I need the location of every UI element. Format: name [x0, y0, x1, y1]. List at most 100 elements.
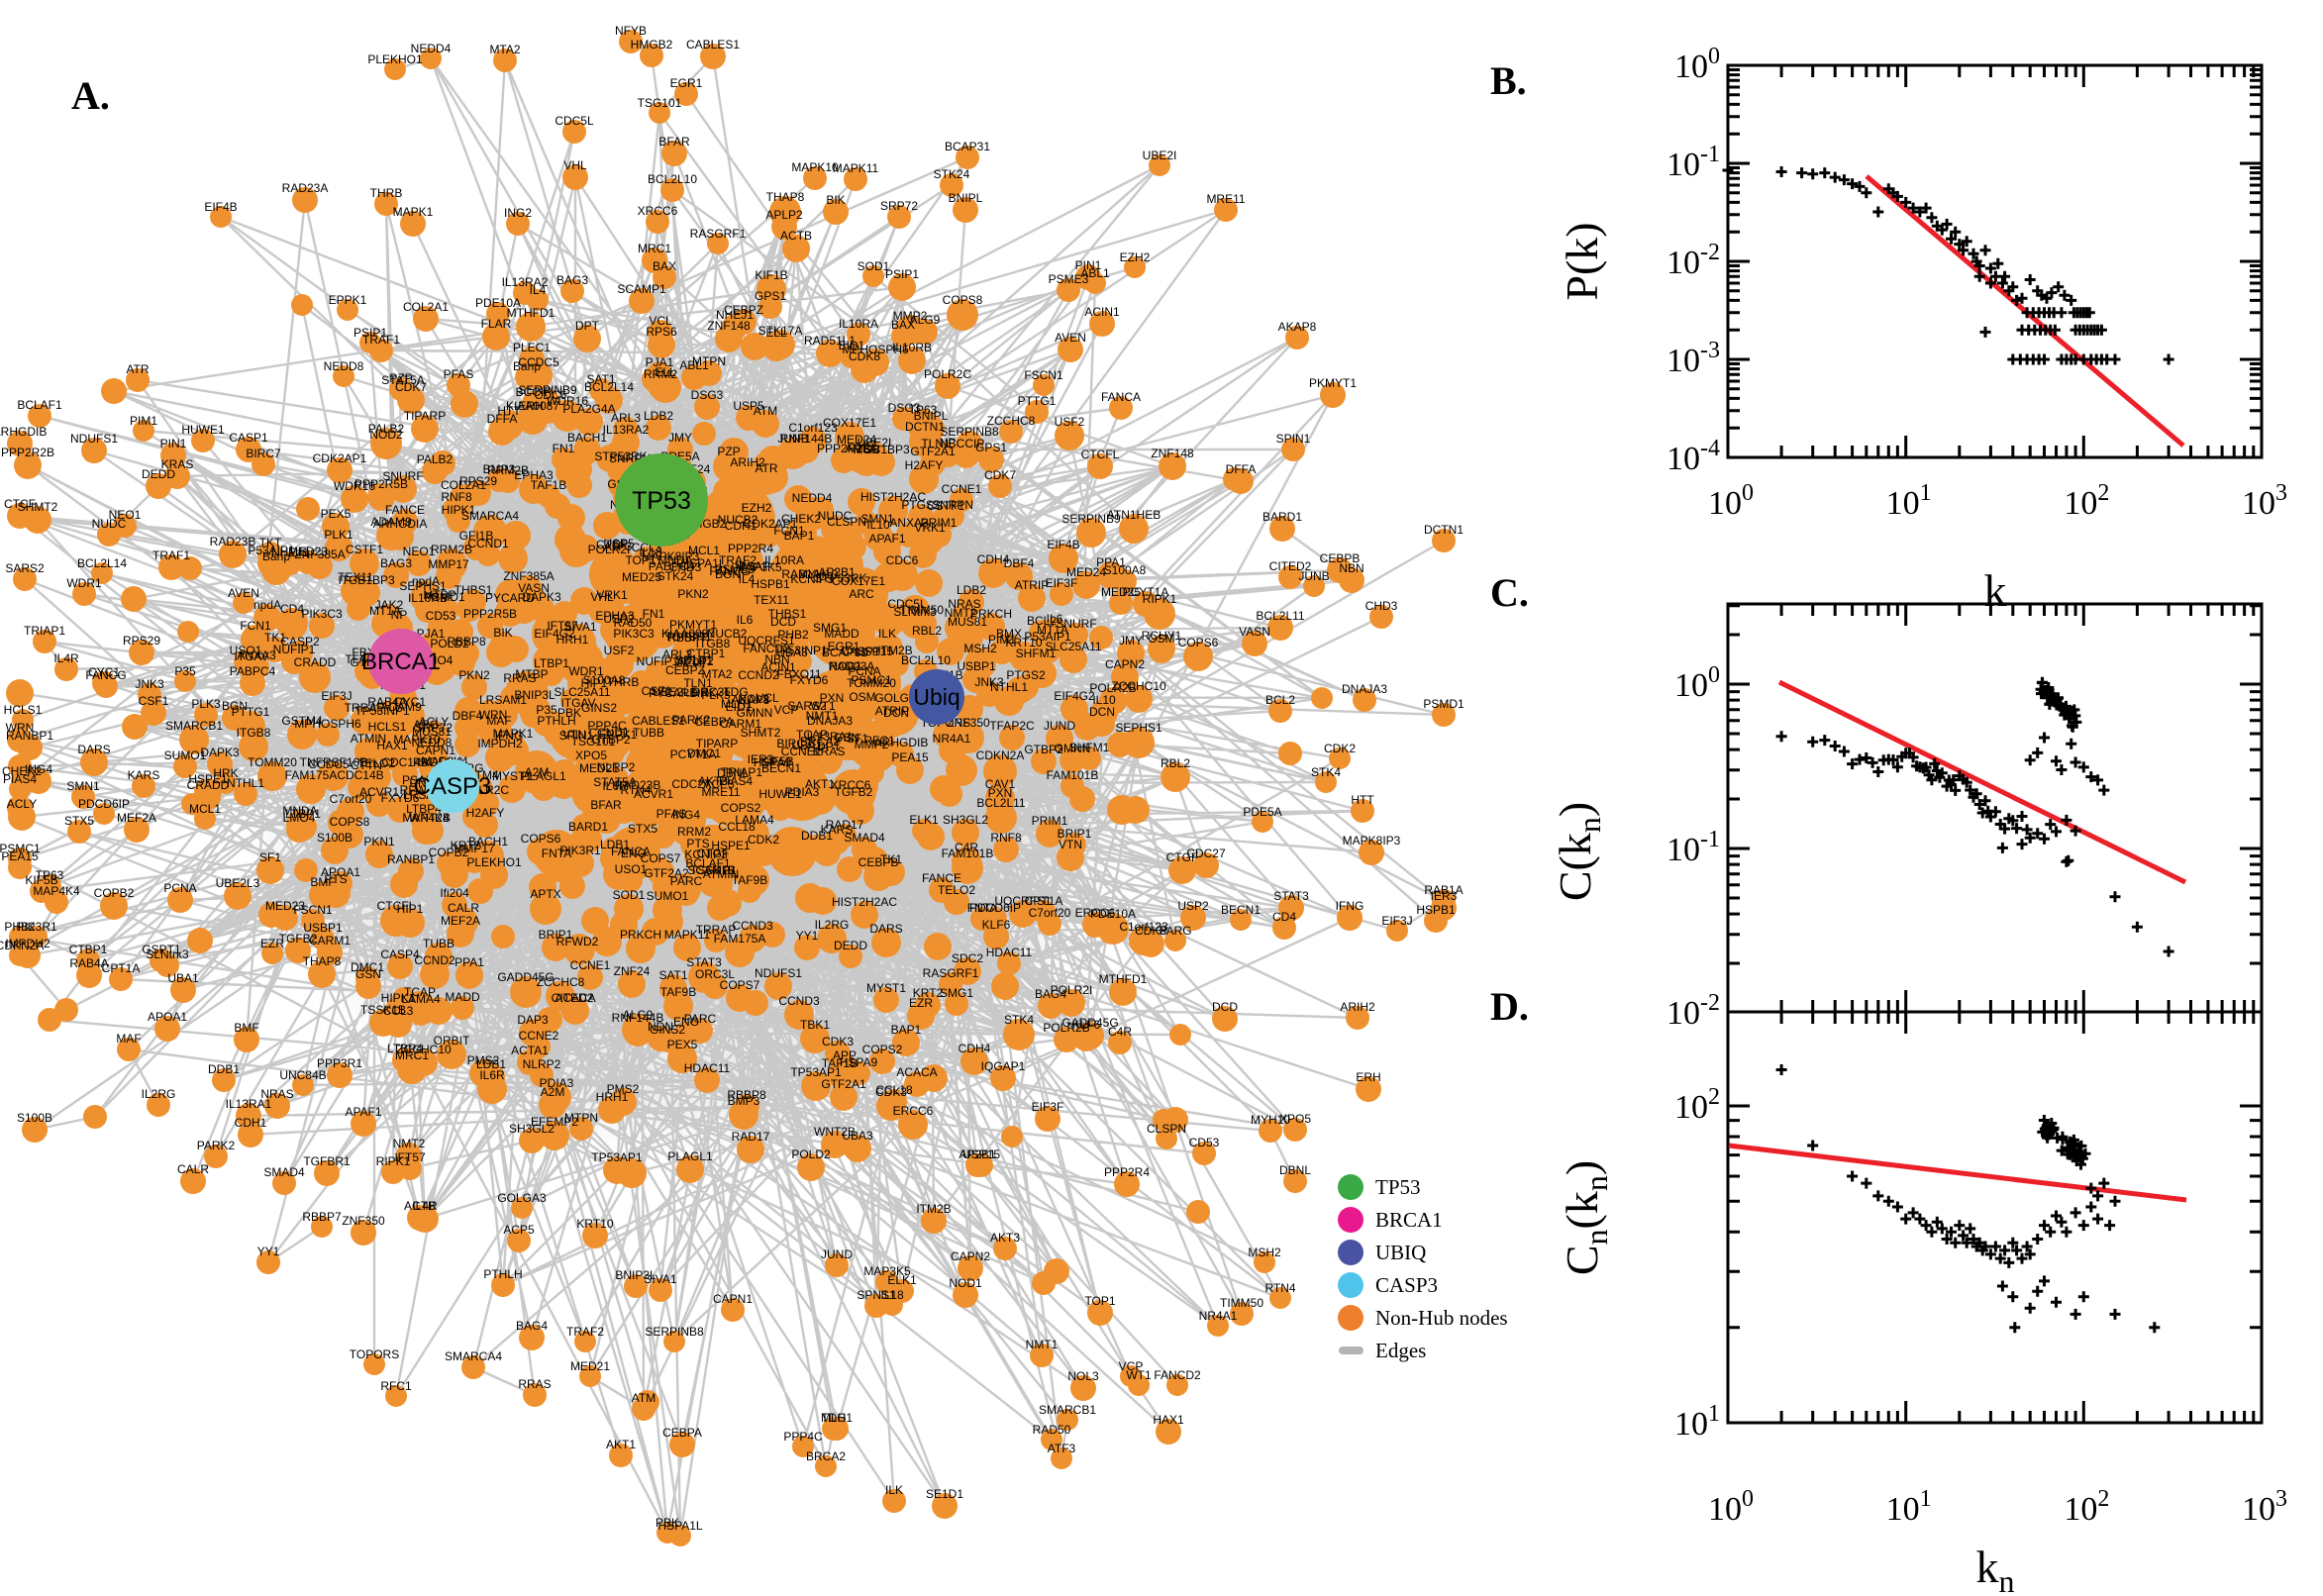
svg-text:EPHA3: EPHA3 [595, 609, 635, 623]
svg-text:DAPK3: DAPK3 [200, 746, 240, 759]
svg-text:RRM2B: RRM2B [487, 463, 529, 477]
svg-text:PPA1: PPA1 [1096, 555, 1126, 569]
svg-text:COPS6: COPS6 [1178, 636, 1219, 649]
svg-text:CDH4: CDH4 [977, 552, 1010, 566]
svg-text:MAPK8IP3: MAPK8IP3 [642, 549, 700, 563]
svg-text:CDKN2A: CDKN2A [976, 748, 1025, 762]
svg-text:EIF4B: EIF4B [204, 200, 237, 214]
svg-text:PIAS4: PIAS4 [3, 772, 37, 786]
svg-text:NLRP2: NLRP2 [597, 760, 636, 774]
svg-text:UBA3: UBA3 [776, 646, 808, 659]
svg-text:ERH: ERH [1356, 1070, 1380, 1084]
svg-text:APLP2: APLP2 [676, 654, 714, 668]
svg-text:UQCRFS1: UQCRFS1 [738, 634, 795, 648]
svg-text:MED25: MED25 [1101, 585, 1141, 599]
svg-text:CTBP1: CTBP1 [69, 943, 108, 956]
svg-text:IL10RB: IL10RB [892, 341, 932, 354]
svg-text:GPS1: GPS1 [755, 289, 786, 303]
svg-text:NUCB2: NUCB2 [718, 513, 758, 527]
svg-text:GSN: GSN [355, 967, 381, 981]
svg-text:BNIP3L: BNIP3L [514, 688, 556, 702]
svg-text:BFAR: BFAR [590, 798, 622, 812]
svg-text:USP15: USP15 [856, 645, 893, 658]
svg-text:COX17E1: COX17E1 [823, 416, 876, 430]
svg-text:ITGAV: ITGAV [560, 696, 595, 710]
svg-text:RAD23A: RAD23A [282, 181, 329, 195]
svg-text:FAM101B: FAM101B [942, 847, 994, 860]
svg-text:HIP1: HIP1 [581, 676, 608, 690]
svg-text:EFEMP2: EFEMP2 [531, 1115, 578, 1129]
svg-text:RAD23A: RAD23A [829, 659, 875, 673]
svg-text:POLR2B: POLR2B [1043, 1021, 1089, 1035]
svg-text:TRAF2: TRAF2 [566, 1325, 604, 1339]
svg-text:MAF: MAF [486, 714, 511, 728]
svg-text:CDK2: CDK2 [1324, 742, 1356, 755]
svg-text:LDB1: LDB1 [600, 838, 630, 851]
svg-text:NP: NP [391, 608, 408, 622]
svg-text:CDK3: CDK3 [822, 1035, 854, 1048]
svg-text:FN1: FN1 [643, 607, 665, 621]
svg-text:TRRAP: TRRAP [345, 701, 385, 715]
svg-text:MAP4K4: MAP4K4 [402, 811, 450, 825]
svg-text:BMP3: BMP3 [483, 462, 516, 476]
svg-text:TUBB: TUBB [633, 726, 664, 740]
svg-text:IL10: IL10 [1092, 693, 1116, 707]
svg-text:BCL2L10: BCL2L10 [648, 172, 697, 186]
svg-text:APLP2: APLP2 [765, 208, 803, 222]
svg-text:TAF9B: TAF9B [732, 873, 767, 887]
svg-text:SH3GL2: SH3GL2 [509, 1122, 555, 1136]
svg-text:PPP2R4: PPP2R4 [1104, 1165, 1150, 1179]
svg-text:CEBPB: CEBPB [858, 855, 899, 869]
svg-text:RANBP1: RANBP1 [6, 729, 53, 743]
svg-text:SHMT2: SHMT2 [741, 726, 781, 740]
svg-text:CDK8: CDK8 [849, 349, 880, 363]
svg-text:GADD45G: GADD45G [1061, 1016, 1118, 1030]
svg-text:C1orf123: C1orf123 [788, 421, 838, 435]
svg-text:TCAP: TCAP [404, 985, 436, 999]
svg-text:CCNE2: CCNE2 [519, 1029, 559, 1043]
svg-text:P53AIP1: P53AIP1 [1024, 630, 1071, 644]
svg-text:IL6R: IL6R [602, 779, 628, 793]
svg-text:FANCE: FANCE [385, 503, 425, 517]
svg-text:UBE2I: UBE2I [1143, 149, 1177, 162]
svg-text:HSPA9: HSPA9 [754, 755, 792, 769]
svg-text:PDE10A: PDE10A [1090, 907, 1136, 921]
svg-text:VASN: VASN [518, 581, 550, 595]
svg-text:A2M: A2M [525, 765, 550, 779]
svg-text:ILK: ILK [878, 627, 896, 641]
svg-text:FXYD6: FXYD6 [790, 673, 829, 687]
svg-text:USP2: USP2 [603, 612, 635, 626]
svg-text:EIF4G2: EIF4G2 [1054, 689, 1095, 703]
svg-text:VCL: VCL [649, 314, 672, 328]
svg-text:DPT: DPT [575, 319, 600, 333]
svg-text:NUFIP1: NUFIP1 [637, 654, 679, 668]
svg-text:SCAMP1: SCAMP1 [617, 282, 666, 296]
svg-text:RRM2B: RRM2B [431, 543, 472, 556]
svg-text:IL2RG: IL2RG [815, 918, 850, 932]
svg-text:TP53: TP53 [1375, 1175, 1421, 1199]
svg-text:KIAA0087: KIAA0087 [661, 627, 715, 641]
svg-text:ACTA1: ACTA1 [511, 1044, 549, 1057]
svg-text:IER3: IER3 [748, 752, 774, 766]
svg-text:LDB2: LDB2 [644, 409, 673, 423]
svg-text:TIPARP: TIPARP [696, 737, 738, 750]
svg-text:POLD2: POLD2 [430, 637, 469, 650]
svg-text:D.: D. [1490, 984, 1529, 1029]
svg-text:TOPORS: TOPORS [350, 1347, 399, 1361]
svg-text:VASN: VASN [1239, 625, 1270, 639]
svg-text:SMARCB1: SMARCB1 [1039, 1403, 1096, 1417]
svg-text:PRIM1: PRIM1 [1032, 814, 1068, 828]
svg-text:CHD3: CHD3 [669, 560, 702, 574]
svg-text:BIK: BIK [826, 193, 845, 207]
svg-text:SHFM1: SHFM1 [1069, 741, 1110, 754]
svg-text:CDK2: CDK2 [748, 833, 779, 847]
svg-text:MRE11: MRE11 [701, 785, 740, 799]
svg-text:MTHFD1: MTHFD1 [507, 306, 556, 320]
svg-text:WRN: WRN [479, 708, 508, 722]
svg-text:DEDD: DEDD [834, 939, 867, 952]
svg-text:WNT2B: WNT2B [814, 1125, 856, 1139]
svg-text:SH3GL2: SH3GL2 [943, 813, 988, 827]
svg-text:HIPK1: HIPK1 [442, 503, 476, 517]
svg-text:RBBP7: RBBP7 [667, 631, 707, 645]
svg-text:AKT1: AKT1 [606, 1438, 636, 1451]
